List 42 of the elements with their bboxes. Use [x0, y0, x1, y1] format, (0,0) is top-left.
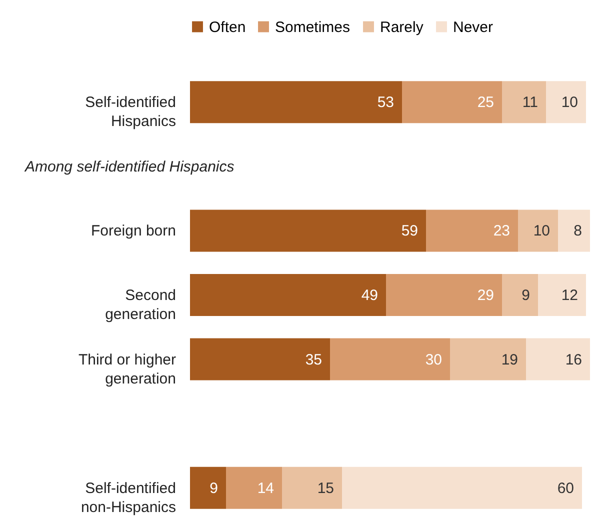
bar — [546, 81, 586, 124]
data-label: 9 — [522, 287, 530, 304]
data-label: 59 — [401, 222, 418, 240]
data-label: 8 — [574, 222, 582, 240]
data-label: 49 — [361, 287, 378, 304]
y-tick-label: Self-identified non-Hispanics — [80, 480, 176, 516]
data-label: 10 — [561, 94, 578, 112]
y-tick-label: Third or higher generation — [78, 351, 176, 388]
data-label: 14 — [257, 480, 274, 497]
bar — [386, 274, 502, 316]
y-tick-label: Self-identified Hispanics — [85, 94, 176, 130]
bar — [282, 466, 342, 509]
legend-label: Sometimes — [275, 18, 350, 36]
legend-label: Rarely — [380, 18, 424, 36]
data-label: 35 — [305, 351, 322, 368]
bar — [190, 466, 226, 509]
bar — [502, 81, 546, 124]
data-label: 9 — [210, 480, 218, 497]
bar — [342, 466, 582, 509]
data-label: 23 — [493, 222, 510, 240]
legend-label: Often — [209, 18, 246, 36]
data-label: 10 — [533, 222, 550, 240]
data-label: 25 — [477, 94, 494, 112]
y-tick-label: Second generation — [105, 287, 176, 323]
bar — [502, 274, 538, 316]
data-label: 30 — [425, 351, 442, 368]
data-label: 53 — [377, 94, 394, 112]
data-label: 60 — [557, 480, 574, 497]
data-label: 11 — [522, 94, 538, 112]
data-label: 16 — [565, 351, 582, 368]
bar — [226, 466, 282, 509]
bar — [190, 81, 402, 124]
data-label: 15 — [317, 480, 334, 497]
bar — [402, 81, 502, 124]
data-label: 12 — [561, 287, 578, 304]
legend-label: Never — [453, 18, 494, 36]
data-label: 19 — [501, 351, 518, 368]
annotation: Among self-identified Hispanics — [24, 158, 235, 176]
y-tick-label: Foreign born — [90, 222, 176, 240]
data-label: 29 — [477, 287, 494, 304]
bar — [538, 274, 586, 316]
bar — [190, 274, 386, 316]
